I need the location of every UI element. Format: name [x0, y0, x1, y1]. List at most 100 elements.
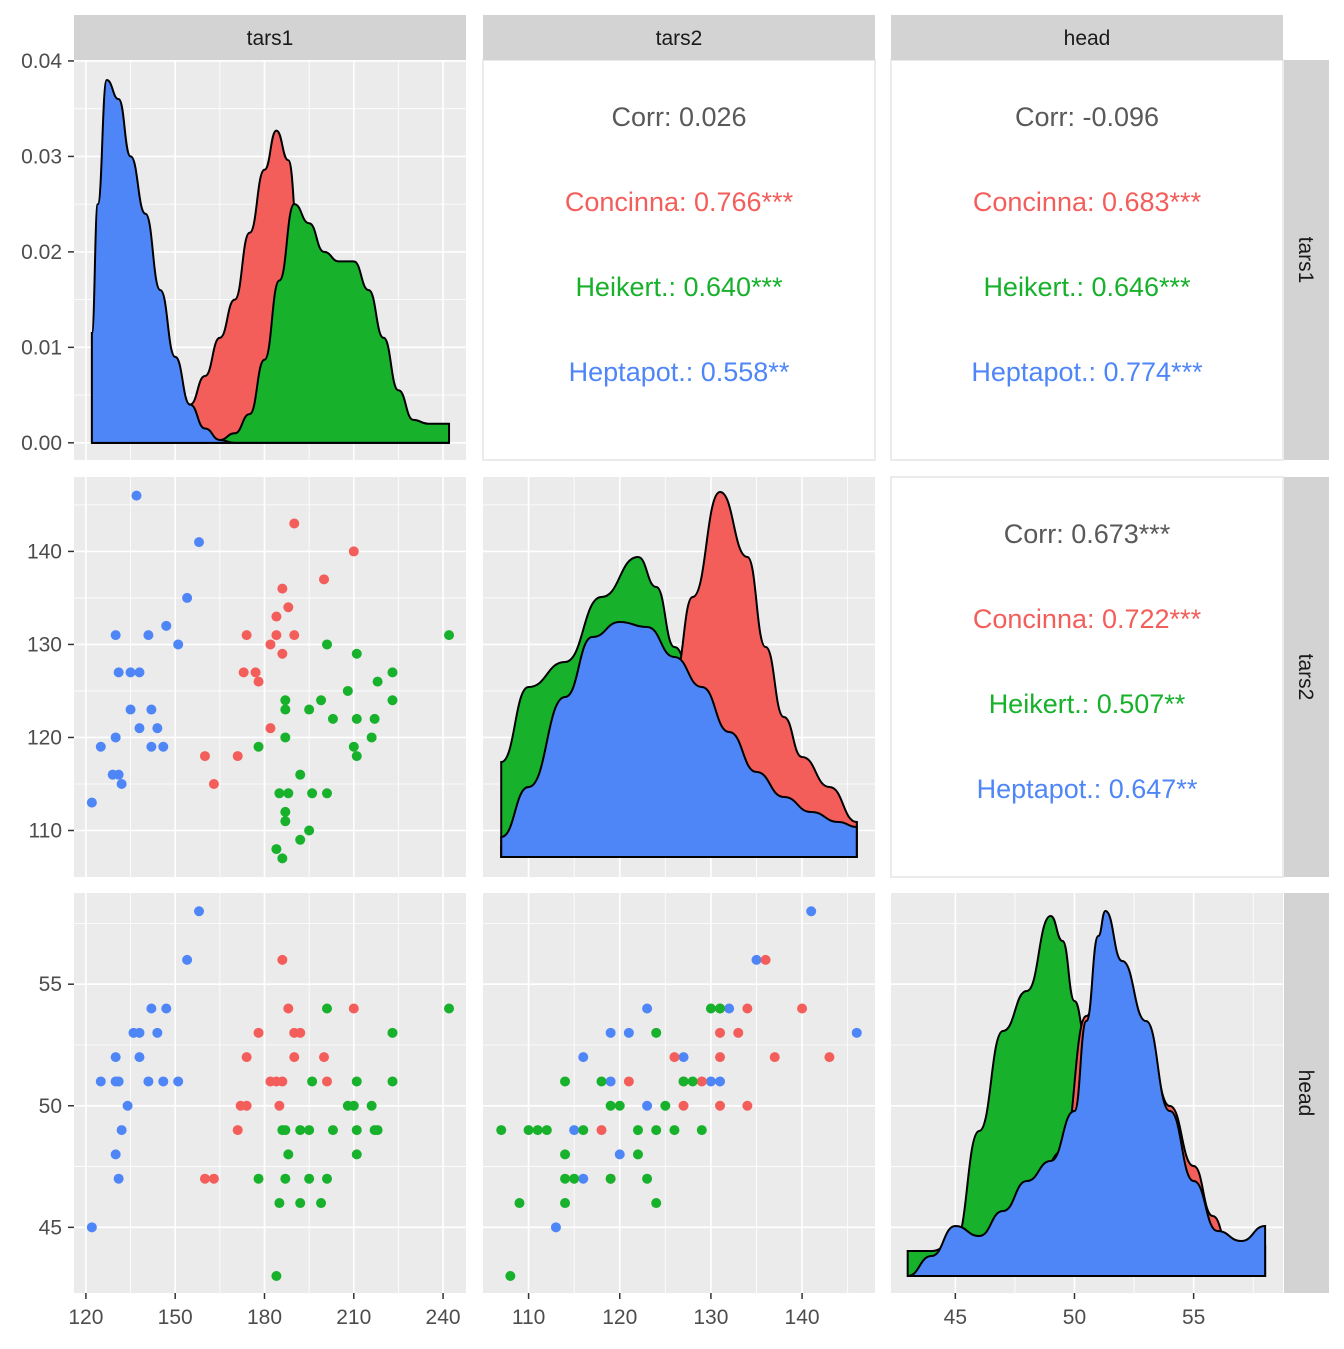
scatter-point-heptapot [158, 1076, 169, 1087]
scatter-point-heikert [304, 825, 315, 836]
scatter-point-concinna [208, 778, 219, 789]
scatter-point-concinna [289, 630, 300, 641]
scatter-point-heikert [372, 1125, 383, 1136]
scatter-point-concinna [289, 1052, 300, 1063]
scatter-point-heikert [369, 713, 380, 724]
scatter-point-heptapot [122, 1100, 133, 1111]
panel-background [890, 476, 1284, 878]
scatter-point-heikert [541, 1125, 552, 1136]
panel-background [482, 59, 876, 461]
scatter-point-heptapot [116, 778, 127, 789]
strip-label-right: head [1294, 1070, 1317, 1117]
scatter-point-heikert [316, 1198, 327, 1209]
scatter-point-concinna [319, 1052, 330, 1063]
strip-label-right: tars2 [1294, 654, 1317, 701]
scatter-point-heikert [295, 834, 306, 845]
scatter-point-heikert [444, 630, 455, 641]
scatter-point-heikert [253, 741, 264, 752]
scatter-point-heikert [366, 732, 377, 743]
scatter-point-heikert [316, 695, 327, 706]
scatter-point-concinna [265, 639, 276, 650]
y-tick-label: 0.01 [21, 336, 62, 359]
scatter-point-concinna [241, 630, 252, 641]
scatter-point-heikert [514, 1198, 525, 1209]
scatter-point-heikert [351, 1149, 362, 1160]
scatter-point-heptapot [182, 592, 193, 603]
density-tars1-series-1 [91, 203, 451, 444]
scatter-point-heptapot [550, 1222, 561, 1233]
scatter-point-heptapot [86, 797, 97, 808]
scatter-point-heptapot [642, 1003, 653, 1014]
corr-group-label: Heptapot.: 0.647** [977, 774, 1198, 804]
scatter-point-concinna [277, 583, 288, 594]
corr-group-label: Concinna: 0.683*** [973, 187, 1202, 217]
scatter-point-heptapot [194, 906, 205, 917]
scatter-point-heptapot [173, 1076, 184, 1087]
scatter-point-concinna [596, 1125, 607, 1136]
scatter-point-heikert [596, 1076, 607, 1087]
scatter-point-heikert [651, 1198, 662, 1209]
scatter-point-heikert [253, 1173, 264, 1184]
scatter-point-heikert [387, 1027, 398, 1038]
panel-tars1-tars2 [482, 59, 876, 461]
scatter-point-heikert [295, 1198, 306, 1209]
scatter-point-concinna [277, 954, 288, 965]
scatter-point-concinna [271, 630, 282, 641]
scatter-point-heikert [307, 788, 318, 799]
scatter-point-concinna [760, 954, 771, 965]
density-tars2-series-2 [500, 620, 858, 858]
scatter-point-heikert [271, 1270, 282, 1281]
scatter-point-heptapot [705, 1076, 716, 1087]
scatter-point-heptapot [806, 906, 817, 917]
scatter-point-concinna [319, 574, 330, 585]
scatter-point-heikert [560, 1149, 571, 1160]
scatter-point-heptapot [642, 1100, 653, 1111]
scatter-point-concinna [797, 1003, 808, 1014]
scatter-point-heptapot [110, 1052, 121, 1063]
strip-top-tars1 [74, 15, 466, 60]
scatter-point-heikert [505, 1270, 516, 1281]
scatter-point-heikert [444, 1003, 455, 1014]
scatter-point-heptapot [113, 1173, 124, 1184]
scatter-point-heikert [327, 1125, 338, 1136]
scatter-point-heikert [295, 1125, 306, 1136]
scatter-point-heikert [605, 1173, 616, 1184]
scatter-point-heikert [280, 695, 291, 706]
x-tick-label: 120 [602, 1306, 637, 1329]
scatter-point-heikert [560, 1198, 571, 1209]
y-tick-label: 45 [39, 1216, 62, 1239]
scatter-point-heptapot [161, 620, 172, 631]
scatter-point-heptapot [614, 1149, 625, 1160]
scatter-point-heikert [342, 685, 353, 696]
scatter-point-heikert [321, 1003, 332, 1014]
scatter-point-heikert [280, 1125, 291, 1136]
scatter-point-heikert [280, 732, 291, 743]
scatter-point-heptapot [146, 741, 157, 752]
scatter-point-concinna [289, 518, 300, 529]
scatter-point-concinna [283, 602, 294, 613]
scatter-point-heptapot [578, 1173, 589, 1184]
x-tick-label: 150 [158, 1306, 193, 1329]
scatter-point-heikert [321, 788, 332, 799]
scatter-point-heikert [280, 806, 291, 817]
scatter-point-concinna [265, 723, 276, 734]
scatter-point-heikert [651, 1027, 662, 1038]
corr-overall: Corr: 0.673*** [1004, 519, 1171, 549]
scatter-point-concinna [348, 1003, 359, 1014]
scatter-point-concinna [241, 1100, 252, 1111]
scatter-point-heikert [321, 639, 332, 650]
scatter-point-heikert [304, 704, 315, 715]
scatter-point-concinna [253, 1027, 264, 1038]
scatter-point-heikert [642, 1173, 653, 1184]
scatter-point-heikert [614, 1100, 625, 1111]
scatter-point-heikert [687, 1076, 698, 1087]
scatter-point-heikert [387, 667, 398, 678]
scatter-point-heikert [321, 1173, 332, 1184]
strip-label-right: tars1 [1294, 237, 1317, 284]
scatter-point-heikert [705, 1003, 716, 1014]
scatter-point-heikert [307, 1076, 318, 1087]
scatter-point-heptapot [143, 1076, 154, 1087]
panel-tars2-head [890, 476, 1284, 878]
scatter-point-heikert [274, 788, 285, 799]
